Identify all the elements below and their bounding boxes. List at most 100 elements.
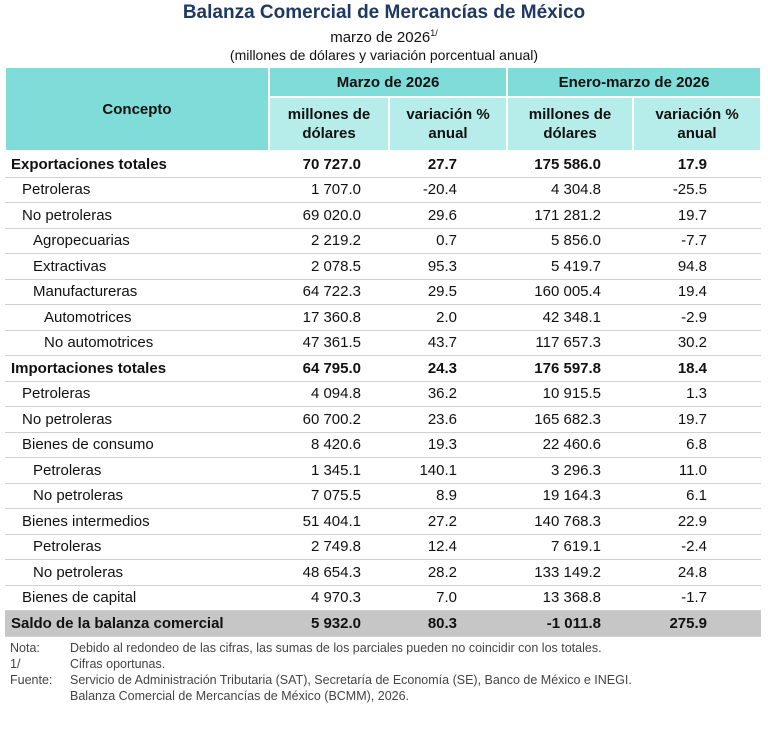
cell-value: 6.8 <box>633 432 762 458</box>
cell-value: 133 149.2 <box>507 559 634 586</box>
group-header: Marzo de 2026 <box>267 66 509 98</box>
cell-value: 2 078.5 <box>269 253 389 280</box>
concept: Saldo de la balanza comercial <box>5 610 269 637</box>
cell-value: 18.4 <box>633 355 762 382</box>
cell-value: 64 722.3 <box>269 279 389 305</box>
row: Importaciones totales 64 795.0 24.3 176 597… <box>5 355 762 382</box>
note-text: Debido al redondeo de las cifras, las su… <box>70 640 602 656</box>
cell-value: 69 020.0 <box>269 202 389 229</box>
concept: No petroleras <box>5 483 269 509</box>
concept: Manufactureras <box>5 279 269 305</box>
cell-value: 48 654.3 <box>269 559 389 586</box>
cell-value: 24.8 <box>633 559 762 586</box>
note-text: Servicio de Administración Tributaria (S… <box>70 672 632 704</box>
cell-value: 17.9 <box>633 151 762 178</box>
cell-value: 5 419.7 <box>507 253 634 280</box>
cell-value: 10 915.5 <box>507 381 634 407</box>
row: Petroleras 4 094.8 36.2 10 915.5 1.3 <box>5 381 762 407</box>
concept: Importaciones totales <box>5 355 269 382</box>
cell-value: 8 420.6 <box>269 432 389 458</box>
header: Balanza Comercial de Mercancías de Méxic… <box>0 2 768 64</box>
cell-value: 1 707.0 <box>269 177 389 203</box>
concept: No petroleras <box>5 202 269 229</box>
column-subheader: millones de dólares <box>506 96 635 152</box>
note: 1/Cifras oportunas. <box>10 656 632 672</box>
cell-value: 22 460.6 <box>507 432 634 458</box>
table: Concepto Marzo de 2026 Enero-marzo de 20… <box>4 66 763 637</box>
cell-value: 13 368.8 <box>507 585 634 611</box>
row: No petroleras 48 654.3 28.2 133 149.2 24.8 <box>5 559 762 586</box>
row: Automotrices 17 360.8 2.0 42 348.1 -2.9 <box>5 304 762 331</box>
notes: Nota: Debido al redondeo de las cifras, l… <box>10 640 632 704</box>
cell-value: 275.9 <box>633 610 762 637</box>
cell-value: 94.8 <box>633 253 762 280</box>
cell-value: 8.9 <box>389 483 508 509</box>
cell-value: 4 304.8 <box>507 177 634 203</box>
cell-value: 5 932.0 <box>269 610 389 637</box>
cell-value: 6.1 <box>633 483 762 509</box>
row: Petroleras 1 345.1 140.1 3 296.3 11.0 <box>5 457 762 484</box>
subtitle: marzo de 20261/ <box>0 24 768 47</box>
note-line: Debido al redondeo de las cifras, las su… <box>70 641 602 655</box>
row: No petroleras 7 075.5 8.9 19 164.3 6.1 <box>5 483 762 509</box>
cell-value: 1 345.1 <box>269 457 389 484</box>
cell-value: 22.9 <box>633 508 762 535</box>
row: Agropecuarias 2 219.2 0.7 5 856.0 -7.7 <box>5 228 762 254</box>
note-text: Cifras oportunas. <box>70 656 165 672</box>
concept: Petroleras <box>5 177 269 203</box>
concept: Petroleras <box>5 457 269 484</box>
cell-value: 42 348.1 <box>507 304 634 331</box>
cell-value: 36.2 <box>389 381 508 407</box>
cell-value: 140 768.3 <box>507 508 634 535</box>
cell-value: -7.7 <box>633 228 762 254</box>
row: Petroleras 2 749.8 12.4 7 619.1 -2.4 <box>5 534 762 560</box>
cell-value: 2.0 <box>389 304 508 331</box>
cell-value: -20.4 <box>389 177 508 203</box>
cell-value: 2 219.2 <box>269 228 389 254</box>
note: Fuente: Servicio de Administración Tribut… <box>10 672 632 704</box>
concept: Exportaciones totales <box>5 151 269 178</box>
cell-value: 17 360.8 <box>269 304 389 331</box>
subtitle-text: marzo de 2026 <box>330 29 431 46</box>
note-line: Balanza Comercial de Mercancías de Méxic… <box>70 689 410 703</box>
cell-value: 60 700.2 <box>269 406 389 433</box>
cell-value: -1 011.8 <box>507 610 634 637</box>
column-subheader: variación % anual <box>387 96 509 152</box>
cell-value: 95.3 <box>389 253 508 280</box>
note: Nota: Debido al redondeo de las cifras, l… <box>10 640 632 656</box>
note-line: Cifras oportunas. <box>70 657 166 671</box>
cell-value: 28.2 <box>389 559 508 586</box>
concept: No petroleras <box>5 406 269 433</box>
concept: Bienes de consumo <box>5 432 269 458</box>
cell-value: 171 281.2 <box>507 202 634 229</box>
concept: Bienes de capital <box>5 585 269 611</box>
cell-value: 175 586.0 <box>507 151 634 178</box>
row: No automotrices 47 361.5 43.7 117 657.3 30.2 <box>5 330 762 356</box>
row: Manufactureras 64 722.3 29.5 160 005.4 19.4 <box>5 279 762 305</box>
cell-value: -1.7 <box>633 585 762 611</box>
cell-value: 11.0 <box>633 457 762 484</box>
title: Balanza Comercial de Mercancías de Méxic… <box>182 2 586 23</box>
cell-value: 29.6 <box>389 202 508 229</box>
cell-value: 19 164.3 <box>507 483 634 509</box>
cell-value: 165 682.3 <box>507 406 634 433</box>
row: Bienes de capital 4 970.3 7.0 13 368.8 -1.7 <box>5 585 762 611</box>
concept: No automotrices <box>5 330 269 356</box>
column-subheader: millones de dólares <box>268 96 390 152</box>
row: Saldo de la balanza comercial 5 932.0 80.3… <box>5 610 762 637</box>
cell-value: -2.9 <box>633 304 762 331</box>
row: Petroleras 1 707.0 -20.4 4 304.8 -25.5 <box>5 177 762 203</box>
concept: Bienes intermedios <box>5 508 269 535</box>
cell-value: 0.7 <box>389 228 508 254</box>
cell-value: 51 404.1 <box>269 508 389 535</box>
cell-value: 64 795.0 <box>269 355 389 382</box>
cell-value: 4 970.3 <box>269 585 389 611</box>
cell-value: 23.6 <box>389 406 508 433</box>
cell-value: -2.4 <box>633 534 762 560</box>
note-label: 1/ <box>10 657 21 671</box>
concept: Extractivas <box>5 253 269 280</box>
footnote-mark: 1/ <box>430 28 438 38</box>
row: Bienes intermedios 51 404.1 27.2 140 768.3 2… <box>5 508 762 535</box>
row: Exportaciones totales 70 727.0 27.7 175 586… <box>5 151 762 178</box>
